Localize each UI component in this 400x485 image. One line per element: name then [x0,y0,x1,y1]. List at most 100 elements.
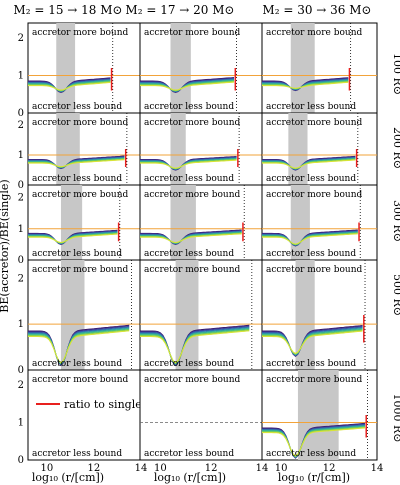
panel-frame [139,184,263,261]
series-line [262,425,366,458]
shaded-band [175,260,199,370]
y-axis-label: BE(accretor)/BE(single) [0,179,11,312]
annotation-less-bound: accretor less bound [32,249,122,259]
annotation-more-bound: accretor more bound [266,28,362,38]
series-line [28,325,130,366]
y-tick-label: 0 [18,365,24,376]
series-line [262,231,358,246]
annotation-more-bound: accretor more bound [32,190,128,200]
y-tick-label: 2 [18,193,24,204]
series-line [28,229,118,245]
series-line [140,326,250,366]
panels-layer: accretor more bound accretor less bound 0 1… [18,22,383,474]
series-line [262,425,366,458]
series-line [28,81,111,91]
series-line [140,233,242,244]
annotation-more-bound: accretor more bound [266,118,362,128]
annotation-more-bound: accretor more bound [144,375,240,385]
panel: accretor more bound accretor less bound 0 1… [18,22,142,119]
y-tick-label: 1 [18,224,24,235]
series-line [262,426,366,458]
series-line [262,327,363,356]
series-line [262,233,358,245]
annotation-less-bound: accretor less bound [266,174,356,184]
y-tick-label: 1 [18,150,24,161]
annotation-more-bound: accretor more bound [32,375,128,385]
row-label-5: 1000 R⊙ [391,394,400,443]
series-line [262,330,363,355]
series-line [262,422,366,459]
panel: accretor more bound accretor less bound 0 1… [18,112,142,191]
column-title-3: M₂ = 30 → 36 M⊙ [262,3,371,17]
series-line [262,329,363,355]
series-line [262,424,366,459]
panel-frame [139,259,263,371]
x-tick-label: 10 [40,463,53,474]
series-line [28,159,125,168]
x-tick-label: 12 [323,463,336,474]
panel: accretor more bound accretor less bound 10… [139,369,269,474]
panel-frame [27,369,142,461]
x-tick-label: 14 [256,463,269,474]
shaded-band [170,113,186,185]
series-line [28,327,130,365]
y-tick-label: 1 [18,71,24,82]
panel: accretor more bound accretor less bound [139,112,263,186]
annotation-less-bound: accretor less bound [32,102,122,112]
row-label-2: 200 R⊙ [391,127,400,169]
shaded-band [60,260,85,370]
series-line [140,329,250,364]
x-axis-label-2: log₁₀ (r/[cm]) [154,471,226,484]
panel: accretor more bound accretor less bound ra… [18,369,147,474]
panel-frame [27,22,142,114]
series-line [140,328,250,365]
annotation-less-bound: accretor less bound [144,449,234,459]
y-tick-label: 0 [18,180,24,191]
panel-frame [261,259,378,371]
series-line [28,324,130,367]
panel-frame [261,22,378,114]
annotation-more-bound: accretor more bound [32,28,128,38]
annotation-more-bound: accretor more bound [266,190,362,200]
panel-frame [261,184,378,261]
annotation-less-bound: accretor less bound [144,174,234,184]
series-line [140,230,242,245]
shaded-band [288,113,308,185]
series-line [262,325,363,357]
series-line [262,324,363,358]
annotation-less-bound: accretor less bound [144,359,234,369]
y-tick-label: 2 [18,273,24,284]
annotation-less-bound: accretor less bound [266,102,356,112]
series-line [28,330,130,364]
shaded-band [170,185,196,260]
row-label-1: 100 R⊙ [391,53,400,95]
row-label-4: 500 R⊙ [391,274,400,316]
y-tick-label: 0 [18,255,24,266]
annotation-more-bound: accretor more bound [266,375,362,385]
panel: accretor more bound accretor less bound 0 1… [18,259,142,376]
shaded-band [290,185,310,260]
shaded-band [295,260,315,370]
annotation-less-bound: accretor less bound [266,449,356,459]
x-axis-label-3: log₁₀ (r/[cm]) [278,471,350,484]
y-tick-label: 2 [18,380,24,391]
annotation-more-bound: accretor more bound [144,190,240,200]
x-tick-label: 12 [88,463,101,474]
panel: accretor more bound accretor less bound 0 1… [18,184,142,266]
panel: accretor more bound accretor less bound 10… [261,369,383,474]
legend-label: ratio to single [64,398,142,411]
panel: accretor more bound accretor less bound [139,259,263,371]
shaded-band [297,370,339,460]
series-line [140,81,235,91]
series-line [28,326,130,366]
annotation-less-bound: accretor less bound [144,102,234,112]
panel: accretor more bound accretor less bound [261,184,378,261]
series-line [262,159,356,169]
panel-frame [27,112,142,186]
series-line [140,231,242,244]
series-line [140,230,242,245]
series-line [28,329,130,364]
panel: accretor more bound accretor less bound [261,22,378,114]
series-line [262,328,363,356]
